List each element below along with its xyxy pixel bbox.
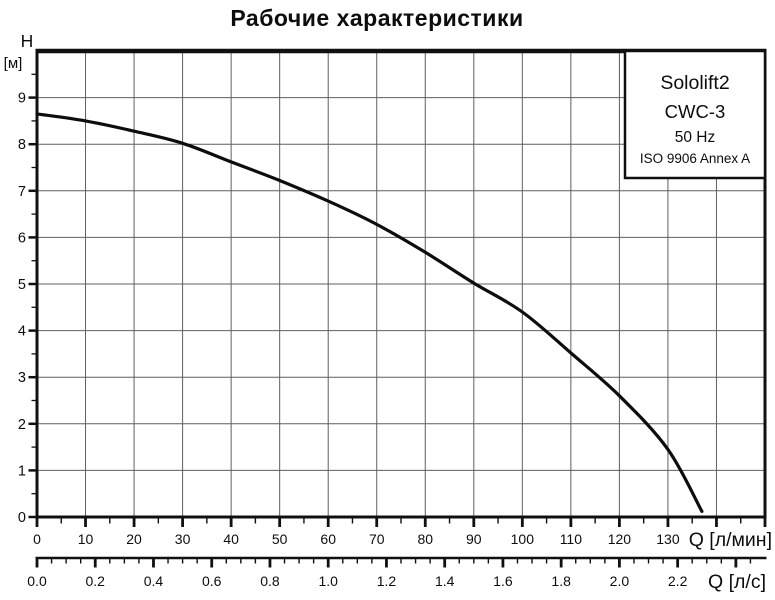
info-box-variant: CWC-3 xyxy=(665,101,726,122)
x-tick-label-ls: 1.0 xyxy=(318,573,338,589)
chart-title: Рабочие характеристики xyxy=(230,5,523,31)
x-axis-label-lmin: Q [л/мин] xyxy=(689,529,772,551)
info-box xyxy=(623,49,767,180)
y-tick-label: 6 xyxy=(18,230,26,246)
y-tick-label: 2 xyxy=(18,417,26,433)
x-tick-label-ls: 2.0 xyxy=(610,573,630,589)
info-box-frequency: 50 Hz xyxy=(675,129,716,146)
x-tick-label-lmin: 70 xyxy=(369,531,385,547)
x-tick-label-ls: 2.2 xyxy=(668,573,688,589)
x-tick-label-ls: 0.4 xyxy=(144,573,164,589)
info-box-model: Sololift2 xyxy=(660,72,729,94)
x-tick-label-lmin: 120 xyxy=(608,531,632,547)
x-tick-label-lmin: 50 xyxy=(272,531,288,547)
x-tick-label-lmin: 40 xyxy=(223,531,239,547)
y-tick-label: 1 xyxy=(18,463,26,479)
x-tick-label-lmin: 100 xyxy=(511,531,535,547)
x-tick-label-ls: 0.8 xyxy=(260,573,280,589)
x-tick-label-lmin: 10 xyxy=(78,531,94,547)
x-tick-label-ls: 1.8 xyxy=(551,573,571,589)
x-tick-label-ls: 1.2 xyxy=(377,573,397,589)
pump-curve xyxy=(35,112,704,513)
x-tick-label-ls: 0.2 xyxy=(86,573,106,589)
x-tick-label-ls: 0.6 xyxy=(202,573,222,589)
x-tick-label-ls: 1.6 xyxy=(493,573,513,589)
x-tick-label-ls: 0.0 xyxy=(27,573,47,589)
y-tick-label: 7 xyxy=(18,184,26,200)
y-tick-label: 4 xyxy=(18,324,26,340)
x-tick-label-lmin: 80 xyxy=(417,531,433,547)
y-tick-label: 9 xyxy=(18,91,26,107)
info-box-standard: ISO 9906 Annex A xyxy=(640,151,750,166)
x-tick-label-lmin: 90 xyxy=(466,531,482,547)
x-tick-label-lmin: 130 xyxy=(656,531,680,547)
y-tick-label: 0 xyxy=(18,510,26,526)
y-axis-symbol: H xyxy=(21,31,34,51)
y-tick-label: 8 xyxy=(18,137,26,153)
y-tick-label: 3 xyxy=(18,370,26,386)
y-tick-label: 5 xyxy=(18,277,26,293)
x-tick-label-lmin: 30 xyxy=(175,531,191,547)
x-tick-label-lmin: 0 xyxy=(33,531,41,547)
x-axis-label-ls: Q [л/с] xyxy=(708,571,766,593)
x-tick-label-lmin: 110 xyxy=(560,531,583,547)
x-tick-label-lmin: 20 xyxy=(126,531,142,547)
x-tick-label-lmin: 60 xyxy=(320,531,336,547)
x-tick-label-ls: 1.4 xyxy=(435,573,455,589)
y-axis-unit: [м] xyxy=(4,55,23,72)
